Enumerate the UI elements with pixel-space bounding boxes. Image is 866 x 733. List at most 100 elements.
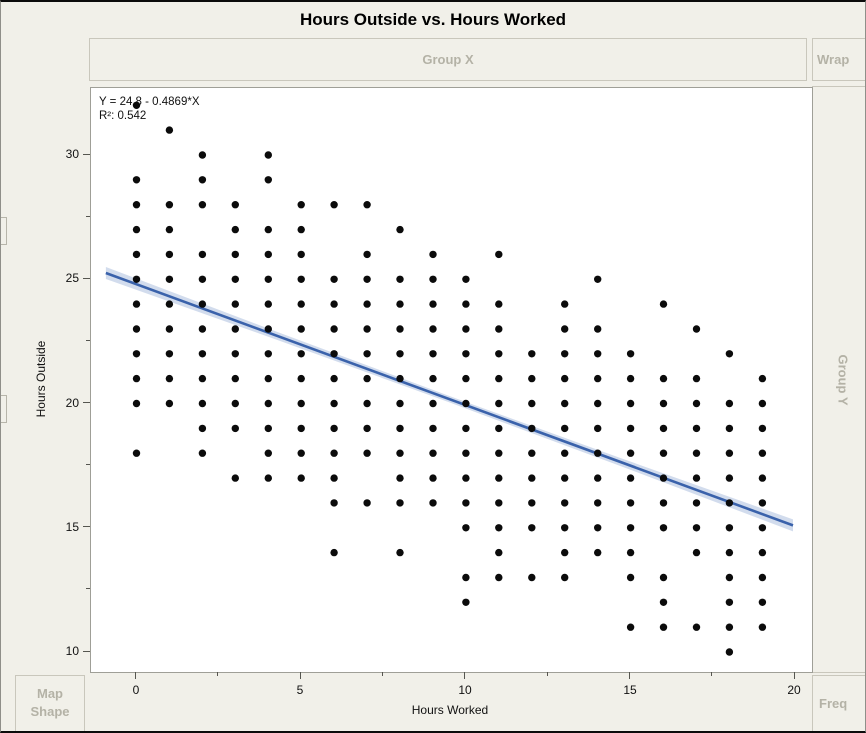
data-point[interactable] — [495, 499, 503, 507]
data-point[interactable] — [429, 424, 437, 433]
data-point[interactable] — [725, 573, 734, 582]
data-point[interactable] — [165, 201, 174, 209]
data-point[interactable] — [330, 399, 338, 408]
data-point[interactable] — [725, 350, 734, 358]
data-point[interactable] — [165, 225, 174, 234]
data-point[interactable] — [626, 399, 635, 408]
data-point[interactable] — [692, 449, 701, 457]
data-point[interactable] — [264, 474, 272, 482]
data-point[interactable] — [363, 374, 371, 383]
data-point[interactable] — [264, 176, 272, 184]
data-point[interactable] — [330, 325, 338, 333]
data-point[interactable] — [659, 424, 668, 433]
data-point[interactable] — [659, 449, 668, 457]
data-point[interactable] — [626, 374, 635, 383]
data-point[interactable] — [659, 573, 668, 582]
data-point[interactable] — [594, 374, 602, 383]
data-point[interactable] — [132, 250, 141, 259]
data-point[interactable] — [758, 449, 767, 457]
data-point[interactable] — [132, 325, 141, 333]
data-point[interactable] — [495, 474, 503, 482]
data-point[interactable] — [659, 300, 668, 308]
data-point[interactable] — [297, 300, 305, 308]
data-point[interactable] — [561, 474, 569, 482]
data-point[interactable] — [692, 474, 701, 482]
data-point[interactable] — [495, 325, 503, 333]
data-point[interactable] — [594, 424, 602, 433]
data-point[interactable] — [198, 374, 207, 383]
data-point[interactable] — [297, 325, 305, 333]
data-point[interactable] — [561, 300, 569, 308]
data-point[interactable] — [594, 325, 602, 333]
data-point[interactable] — [528, 449, 536, 457]
data-point[interactable] — [758, 499, 767, 507]
data-point[interactable] — [462, 325, 470, 333]
data-point[interactable] — [297, 225, 305, 234]
data-point[interactable] — [758, 548, 767, 557]
data-point[interactable] — [165, 399, 174, 408]
data-point[interactable] — [264, 250, 272, 259]
data-point[interactable] — [132, 225, 141, 234]
data-point[interactable] — [462, 300, 470, 308]
data-point[interactable] — [132, 374, 141, 383]
data-point[interactable] — [462, 474, 470, 482]
data-point[interactable] — [198, 250, 207, 259]
data-point[interactable] — [363, 325, 371, 333]
data-point[interactable] — [429, 474, 437, 482]
data-point[interactable] — [495, 350, 503, 358]
data-point[interactable] — [297, 424, 305, 433]
data-point[interactable] — [626, 350, 635, 358]
data-point[interactable] — [495, 573, 503, 582]
data-point[interactable] — [231, 350, 239, 358]
data-point[interactable] — [264, 399, 272, 408]
data-point[interactable] — [297, 399, 305, 408]
data-point[interactable] — [297, 275, 305, 283]
data-point[interactable] — [396, 399, 404, 408]
data-point[interactable] — [725, 449, 734, 457]
data-point[interactable] — [396, 300, 404, 308]
data-point[interactable] — [758, 573, 767, 582]
data-point[interactable] — [659, 374, 668, 383]
data-point[interactable] — [659, 524, 668, 532]
data-point[interactable] — [561, 325, 569, 333]
data-point[interactable] — [594, 524, 602, 532]
data-point[interactable] — [462, 399, 470, 408]
data-point[interactable] — [462, 499, 470, 507]
data-point[interactable] — [363, 424, 371, 433]
data-point[interactable] — [264, 225, 272, 234]
data-point[interactable] — [626, 499, 635, 507]
data-point[interactable] — [692, 424, 701, 433]
data-point[interactable] — [363, 201, 371, 209]
data-point[interactable] — [396, 424, 404, 433]
data-point[interactable] — [725, 474, 734, 482]
data-point[interactable] — [758, 474, 767, 482]
data-point[interactable] — [198, 399, 207, 408]
data-point[interactable] — [297, 350, 305, 358]
data-point[interactable] — [132, 300, 141, 308]
data-point[interactable] — [594, 548, 602, 557]
data-point[interactable] — [594, 350, 602, 358]
data-point[interactable] — [132, 275, 141, 283]
data-point[interactable] — [363, 399, 371, 408]
data-point[interactable] — [231, 225, 239, 234]
data-point[interactable] — [429, 300, 437, 308]
data-point[interactable] — [429, 250, 437, 259]
data-point[interactable] — [231, 424, 239, 433]
scatter-plot-area[interactable]: Y = 24.8 - 0.4869*X R²: 0.542 — [90, 87, 813, 673]
data-point[interactable] — [297, 374, 305, 383]
data-point[interactable] — [528, 350, 536, 358]
data-point[interactable] — [396, 548, 404, 557]
data-point[interactable] — [330, 374, 338, 383]
data-point[interactable] — [692, 524, 701, 532]
data-point[interactable] — [396, 499, 404, 507]
data-point[interactable] — [363, 449, 371, 457]
data-point[interactable] — [330, 300, 338, 308]
data-point[interactable] — [363, 275, 371, 283]
data-point[interactable] — [528, 374, 536, 383]
data-point[interactable] — [264, 300, 272, 308]
data-point[interactable] — [396, 374, 404, 383]
data-point[interactable] — [462, 350, 470, 358]
data-point[interactable] — [659, 399, 668, 408]
data-point[interactable] — [561, 573, 569, 582]
data-point[interactable] — [429, 374, 437, 383]
